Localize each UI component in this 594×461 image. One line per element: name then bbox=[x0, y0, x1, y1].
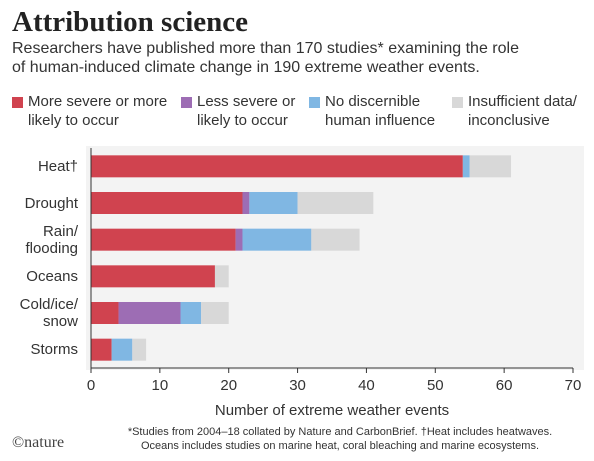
bar-segment bbox=[91, 192, 243, 214]
bar-segment bbox=[132, 338, 147, 361]
bar-segment bbox=[249, 192, 298, 214]
x-axis-label: Number of extreme weather events bbox=[215, 402, 449, 419]
bar-segment bbox=[180, 302, 202, 324]
y-tick-label: Cold/ice/ snow bbox=[19, 296, 78, 330]
legend-label: Less severe or likely to occur bbox=[197, 93, 296, 129]
logo: ©nature bbox=[12, 434, 65, 451]
x-tick-label: 70 bbox=[565, 377, 582, 394]
y-tick-label: Storms bbox=[30, 341, 78, 359]
y-tick-label: Heat† bbox=[37, 157, 78, 175]
bar-segment bbox=[118, 302, 181, 324]
subtitle: Researchers have published more than 170… bbox=[12, 40, 519, 57]
legend-label: Insufficient data/ inconclusive bbox=[468, 93, 577, 129]
footnote: Oceans includes studies on marine heat, … bbox=[140, 440, 540, 452]
x-tick-label: 20 bbox=[220, 377, 237, 394]
title: Attribution science bbox=[12, 6, 248, 38]
bar-segment bbox=[214, 265, 229, 288]
y-tick-label: Rain/ flooding bbox=[25, 222, 78, 257]
legend-swatch bbox=[452, 97, 463, 108]
legend-swatch bbox=[309, 97, 320, 108]
bar-segment bbox=[91, 338, 112, 361]
bar-segment bbox=[469, 155, 512, 178]
bar-segment bbox=[91, 302, 119, 324]
legend-swatch bbox=[12, 97, 23, 108]
bar-segment bbox=[235, 228, 243, 251]
bar-segment bbox=[91, 155, 463, 178]
bar-segment bbox=[111, 338, 133, 361]
x-tick-label: 40 bbox=[358, 377, 375, 394]
subtitle: of human-induced climate change in 190 e… bbox=[12, 59, 480, 76]
bar-segment bbox=[242, 192, 250, 214]
legend-label: No discernible human influence bbox=[325, 93, 436, 129]
bar-segment bbox=[462, 155, 470, 178]
legend-label: More severe or more likely to occur bbox=[28, 93, 168, 129]
bar-segment bbox=[311, 228, 360, 251]
x-tick-label: 60 bbox=[496, 377, 513, 394]
x-tick-label: 0 bbox=[87, 377, 95, 394]
x-tick-label: 50 bbox=[427, 377, 444, 394]
bar-segment bbox=[297, 192, 374, 214]
bar-segment bbox=[201, 302, 229, 324]
bar-segment bbox=[91, 265, 215, 288]
plot-background bbox=[86, 146, 584, 370]
x-tick-label: 30 bbox=[289, 377, 306, 394]
y-tick-label: Oceans bbox=[26, 267, 78, 285]
footnote: *Studies from 2004–18 collated by Nature… bbox=[127, 426, 553, 438]
y-tick-label: Drought bbox=[24, 194, 78, 212]
legend-swatch bbox=[181, 97, 192, 108]
bar-segment bbox=[242, 228, 312, 251]
x-tick-label: 10 bbox=[152, 377, 169, 394]
bar-segment bbox=[91, 228, 236, 251]
